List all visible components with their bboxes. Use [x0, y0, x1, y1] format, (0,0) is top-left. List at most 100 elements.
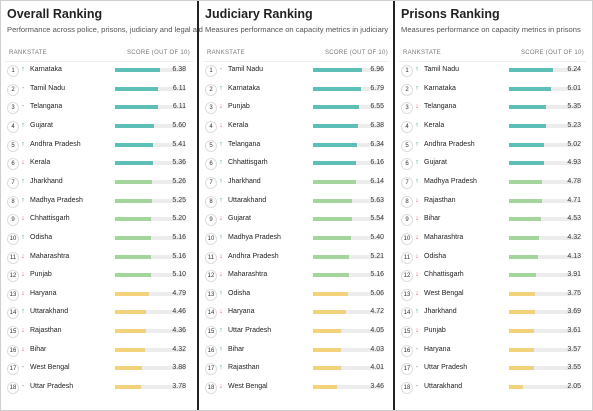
score-track	[509, 273, 579, 278]
state-name: Uttarakhand	[30, 308, 69, 316]
rank-badge: 5	[401, 139, 413, 152]
state-name: Gujarat	[424, 159, 447, 167]
state-name: Chhattisgarh	[228, 159, 268, 167]
trend-arrow: -	[21, 383, 25, 391]
score-track	[509, 291, 579, 296]
score-value: 4.32	[172, 345, 186, 353]
score-bar	[115, 235, 152, 240]
score-bar	[313, 68, 362, 72]
trend-arrow: ↑	[21, 66, 25, 73]
score-track	[115, 385, 185, 390]
score-track	[509, 217, 579, 222]
state-name: West Bengal	[30, 364, 70, 372]
rank-badge: 1	[401, 65, 413, 77]
score-bar	[115, 347, 146, 352]
score-track	[115, 291, 185, 296]
rank-badge: 10	[401, 232, 413, 245]
score-track	[313, 329, 383, 334]
score-track	[509, 235, 579, 240]
score-value: 4.53	[567, 215, 581, 223]
trend-arrow: ↓	[21, 159, 25, 167]
score-value: 6.79	[370, 84, 384, 92]
score-value: 3.57	[567, 345, 581, 353]
score-value: 5.16	[172, 233, 186, 241]
trend-arrow: ↑	[415, 121, 419, 129]
score-track	[115, 68, 185, 72]
score-value: 4.36	[172, 327, 186, 335]
rank-badge: 9	[7, 214, 19, 227]
state-name: Uttar Pradesh	[424, 364, 468, 372]
score-value: 4.79	[172, 289, 186, 297]
state-name: Chhattisgarh	[424, 271, 464, 279]
score-value: 6.96	[370, 66, 384, 73]
score-bar	[313, 347, 342, 352]
state-name: Gujarat	[228, 215, 251, 223]
rank-badge: 12	[205, 270, 217, 283]
score-value: 4.01	[370, 364, 384, 372]
score-bar	[313, 142, 358, 147]
header-score: SCORE (OUT OF 10)	[325, 50, 388, 56]
rank-badge: 4	[7, 120, 19, 133]
state-name: Andhra Pradesh	[424, 140, 475, 148]
score-track	[115, 310, 185, 315]
score-bar	[509, 385, 524, 390]
score-bar	[115, 366, 143, 371]
trend-arrow: ↓	[21, 215, 25, 223]
header-state: STATE	[225, 50, 245, 56]
score-value: 2.05	[567, 383, 581, 391]
score-track	[509, 179, 579, 184]
trend-arrow: ↑	[219, 327, 223, 335]
rank-badge: 7	[401, 176, 413, 189]
rank-badge: 13	[7, 288, 19, 301]
score-track	[313, 179, 383, 184]
score-value: 3.61	[567, 327, 581, 335]
score-bar	[313, 123, 358, 128]
rank-badge: 2	[205, 83, 217, 96]
state-name: Bihar	[30, 345, 47, 353]
rank-badge: 12	[401, 270, 413, 283]
score-bar	[115, 273, 151, 278]
trend-arrow: ↑	[219, 345, 223, 353]
score-track	[313, 198, 383, 203]
trend-arrow: ↑	[21, 308, 25, 316]
score-bar	[115, 123, 155, 128]
score-track	[313, 235, 383, 240]
trend-arrow: ↓	[219, 383, 223, 391]
score-value: 3.91	[567, 271, 581, 279]
rank-badge: 5	[7, 139, 19, 152]
state-name: Madhya Pradesh	[424, 177, 477, 185]
score-value: 6.14	[370, 177, 384, 185]
trend-arrow: ↑	[415, 159, 419, 167]
score-value: 5.41	[172, 140, 186, 148]
trend-arrow: -	[415, 364, 419, 372]
rank-badge: 5	[205, 139, 217, 152]
state-name: Rajasthan	[228, 364, 260, 372]
state-name: Madhya Pradesh	[30, 196, 83, 204]
score-bar	[313, 329, 342, 334]
score-bar	[313, 385, 338, 390]
state-name: Punjab	[30, 271, 52, 279]
score-bar	[115, 291, 149, 296]
score-track	[509, 123, 579, 128]
trend-arrow: ↓	[21, 289, 25, 297]
trend-arrow: ↓	[415, 233, 419, 241]
score-track	[509, 86, 579, 91]
rank-badge: 11	[7, 251, 19, 264]
trend-arrow: ↓	[219, 121, 223, 129]
score-track	[313, 291, 383, 296]
trend-arrow: ↑	[219, 177, 223, 185]
score-track	[313, 310, 383, 315]
score-bar	[509, 105, 547, 110]
trend-arrow: ↑	[415, 84, 419, 92]
state-name: Bihar	[228, 345, 245, 353]
state-name: Punjab	[424, 327, 446, 335]
score-bar	[509, 217, 541, 222]
score-track	[115, 161, 185, 166]
score-track	[115, 86, 185, 91]
score-bar	[115, 385, 142, 390]
rank-badge: 3	[205, 102, 217, 115]
score-bar	[509, 366, 534, 371]
score-value: 5.20	[172, 215, 186, 223]
trend-arrow: ↓	[219, 271, 223, 279]
